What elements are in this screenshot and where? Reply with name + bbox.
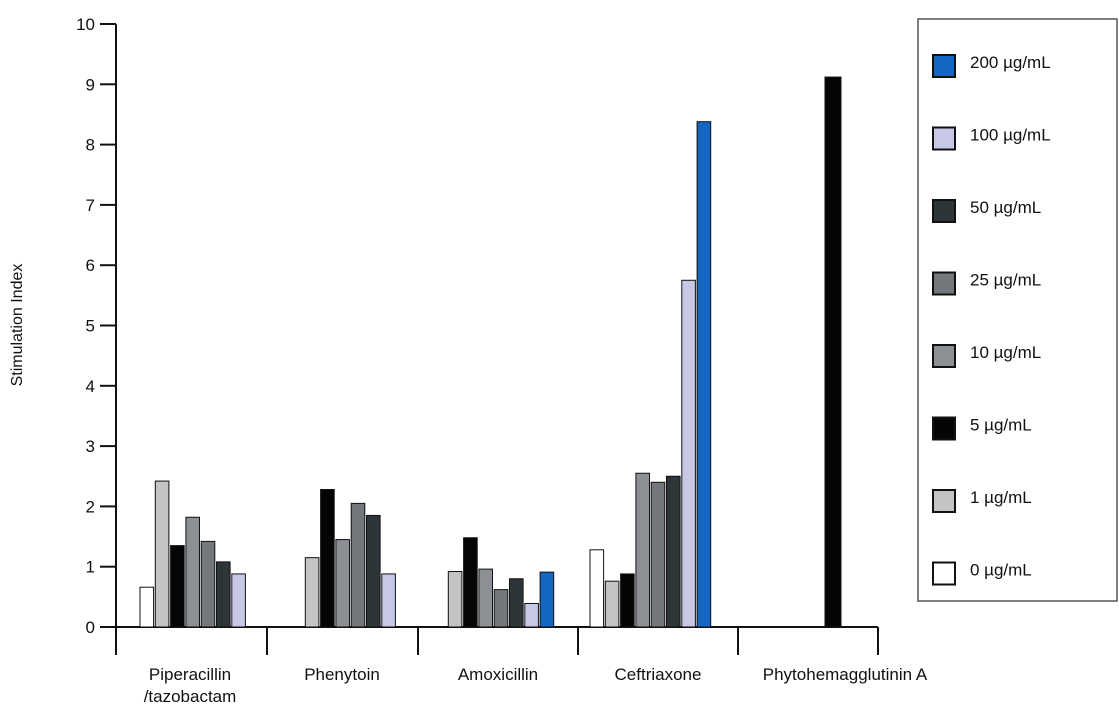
legend-label: 0 µg/mL [970, 561, 1032, 580]
bar [589, 549, 605, 628]
y-tick-label: 4 [86, 377, 95, 396]
category-label: Phytohemagglutinin A [763, 665, 928, 684]
bar [666, 475, 681, 628]
bar [320, 489, 335, 628]
y-tick-label: 7 [86, 196, 95, 215]
bar [696, 121, 712, 628]
category-label: Phenytoin [304, 665, 380, 684]
bar [231, 573, 246, 628]
y-tick-label: 1 [86, 558, 95, 577]
bar [620, 573, 635, 628]
bar [463, 537, 478, 628]
y-axis: 0 1 2 3 4 5 6 7 8 9 10 [76, 15, 117, 637]
bar [650, 481, 666, 628]
bar [824, 76, 842, 628]
legend-label: 50 µg/mL [970, 198, 1041, 217]
bar [350, 502, 366, 628]
y-tick-label: 0 [86, 618, 95, 637]
bar [681, 279, 696, 628]
bar [170, 545, 185, 628]
legend-swatch [932, 271, 956, 296]
bar [139, 586, 155, 628]
legend-swatch [932, 416, 956, 441]
x-axis: Piperacillin/tazobactam Phenytoin Amoxicil… [115, 626, 928, 706]
bars [139, 76, 842, 628]
legend-label: 10 µg/mL [970, 343, 1041, 362]
y-tick-label: 5 [86, 317, 95, 336]
legend-swatch [932, 126, 956, 151]
legend-swatch [932, 199, 956, 223]
bar [335, 539, 350, 628]
bar [493, 589, 509, 628]
bar [185, 516, 200, 628]
bar [447, 571, 463, 628]
bar [604, 580, 620, 628]
y-tick-label: 2 [86, 497, 95, 516]
legend-swatch [932, 344, 956, 368]
y-axis-title: Stimulation Index [9, 264, 26, 387]
bar [478, 568, 493, 628]
legend-swatch [932, 54, 956, 78]
legend-swatch [932, 489, 956, 513]
bar [304, 557, 320, 628]
legend-label: 25 µg/mL [970, 271, 1041, 290]
legend: 200 µg/mL 100 µg/mL 50 µg/mL 25 µg/mL 10 µg/… [917, 18, 1118, 602]
y-tick-label: 10 [76, 15, 95, 34]
bar [154, 480, 170, 628]
bar [216, 561, 231, 628]
legend-label: 5 µg/mL [970, 416, 1032, 435]
y-tick-label: 3 [86, 437, 95, 456]
legend-swatch [932, 561, 956, 586]
bar [635, 472, 651, 628]
legend-label: 200 µg/mL [970, 53, 1051, 72]
bar [200, 540, 216, 628]
category-label: Amoxicillin [458, 665, 538, 684]
y-tick-label: 8 [86, 136, 95, 155]
y-tick-label: 6 [86, 256, 95, 275]
bar [539, 571, 555, 628]
legend-label: 100 µg/mL [970, 126, 1051, 145]
legend-box [917, 18, 1118, 602]
bar [509, 578, 524, 628]
category-label: Piperacillin/tazobactam [144, 665, 237, 706]
bar [366, 514, 381, 628]
y-tick-label: 9 [86, 75, 95, 94]
category-label: Ceftriaxone [615, 665, 702, 684]
bar [381, 573, 396, 628]
legend-label: 1 µg/mL [970, 488, 1032, 507]
bar [524, 602, 539, 628]
